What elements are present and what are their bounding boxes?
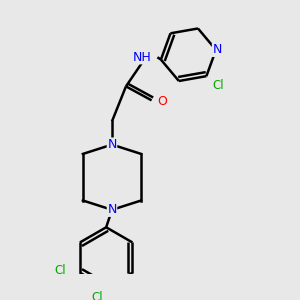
Text: Cl: Cl	[91, 291, 103, 300]
Text: N: N	[107, 138, 117, 151]
Text: Cl: Cl	[212, 79, 224, 92]
Text: N: N	[212, 44, 222, 56]
Text: O: O	[158, 95, 167, 108]
Text: NH: NH	[133, 51, 152, 64]
Text: N: N	[107, 203, 117, 216]
Text: Cl: Cl	[54, 264, 66, 277]
